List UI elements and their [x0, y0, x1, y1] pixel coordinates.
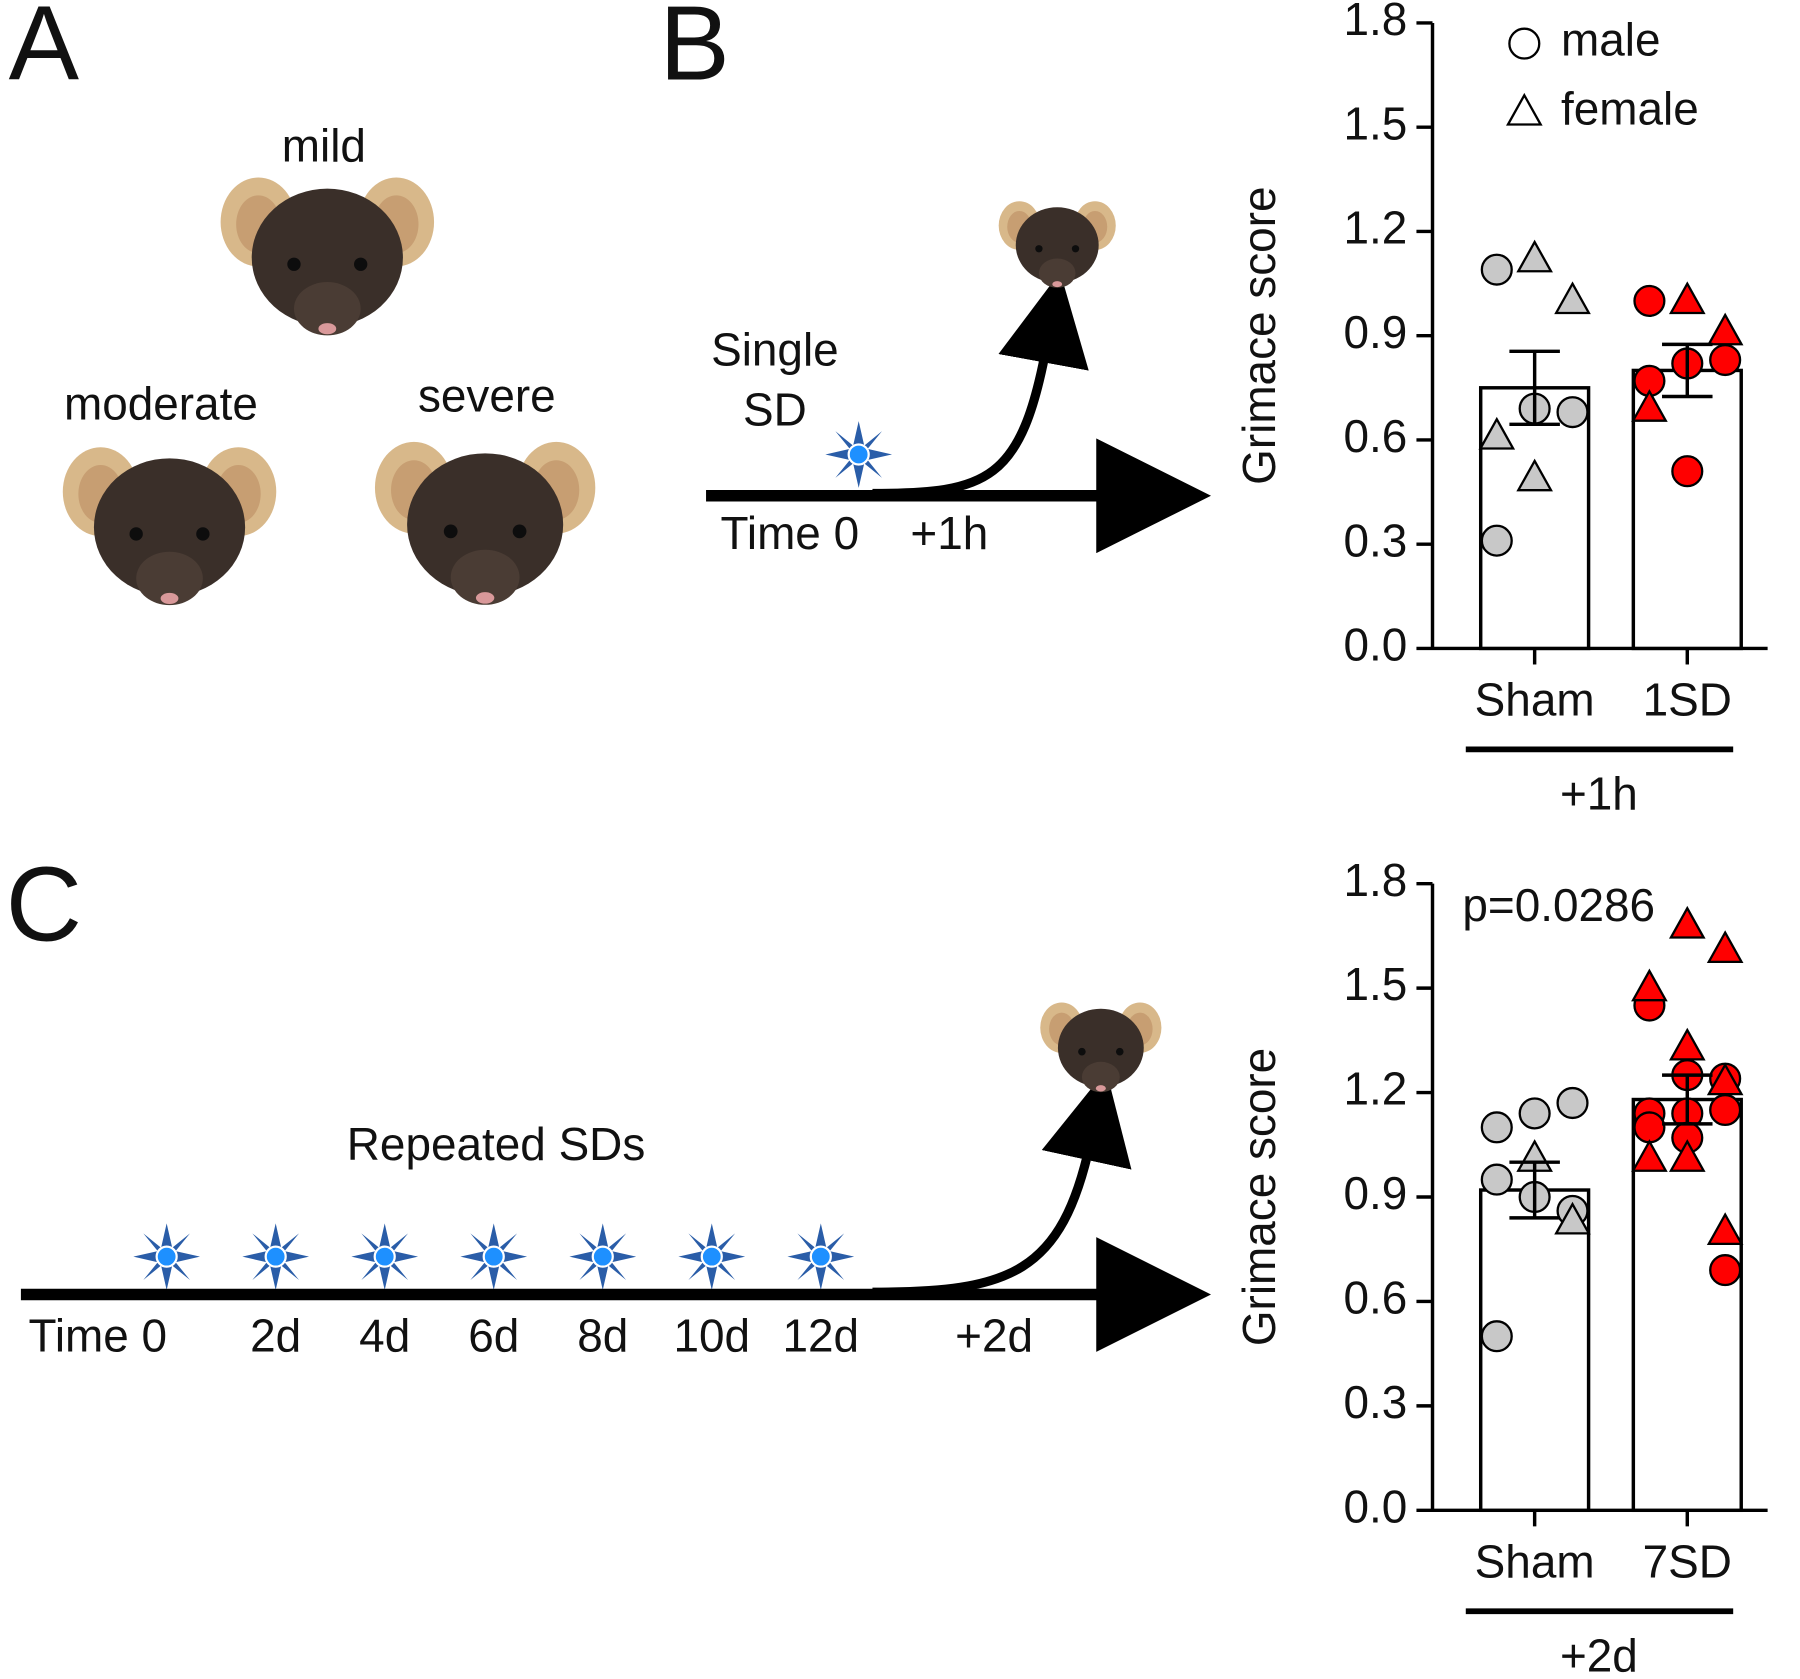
sd-star [786, 1222, 856, 1292]
level-label: mild [282, 119, 366, 171]
level-label: severe [418, 370, 556, 422]
y-tick-label: 1.5 [1343, 958, 1407, 1010]
y-axis-label: Grimace score [1233, 187, 1285, 485]
y-tick-label: 1.8 [1343, 854, 1407, 906]
male-point [1556, 1086, 1589, 1120]
event-label: Single [711, 324, 839, 376]
female-point [1554, 1201, 1591, 1235]
male-point [1709, 1254, 1742, 1287]
sd-star [132, 1222, 202, 1292]
mouse-face [1040, 1002, 1162, 1093]
panel-label: C [6, 845, 82, 963]
female-point [1706, 930, 1744, 964]
mouse-face [62, 447, 277, 606]
female-point [1706, 1212, 1744, 1246]
y-tick-label: 0.0 [1343, 1480, 1407, 1532]
event-label: Repeated SDs [347, 1118, 645, 1170]
y-tick-label: 0.0 [1343, 619, 1407, 671]
time-labels: Time 0 2d 4d 6d 8d 10d 12d +2d [29, 1309, 1034, 1361]
time-label: 12d [783, 1309, 860, 1361]
male-point [1480, 1111, 1513, 1144]
sd-star [459, 1222, 529, 1292]
mouse-face [374, 441, 596, 605]
male-point [1480, 1320, 1513, 1353]
x-tick-label: Sham [1475, 1536, 1595, 1588]
y-tick-label: 0.3 [1343, 514, 1407, 566]
male-point [1633, 284, 1666, 318]
mouse-face [220, 177, 435, 336]
panel-label: A [9, 0, 80, 103]
female-point [1706, 312, 1744, 346]
male-point [1709, 343, 1742, 377]
female-point [1668, 281, 1706, 315]
annotation: p=0.0286 [1462, 879, 1655, 931]
legend-label: female [1561, 83, 1699, 135]
sd-star [568, 1222, 638, 1292]
y-tick-label: 1.2 [1343, 1063, 1407, 1115]
time-label: +2d [955, 1309, 1033, 1361]
sd-star [241, 1222, 311, 1292]
male-point [1709, 1093, 1742, 1127]
female-point [1516, 458, 1553, 492]
male-point [1480, 253, 1513, 286]
y-tick-label: 1.8 [1343, 0, 1407, 45]
y-tick-label: 0.6 [1343, 1272, 1407, 1324]
sd-star [677, 1222, 747, 1292]
time-label: 8d [577, 1309, 628, 1361]
error-bar [1662, 1073, 1713, 1126]
group-label: +1h [1560, 768, 1638, 820]
timeline-branch [872, 1070, 1132, 1297]
level-label: moderate [64, 378, 258, 430]
legend-marker [1508, 27, 1541, 60]
female-point [1668, 1027, 1706, 1061]
female-point [1668, 1139, 1706, 1172]
male-point [1518, 1097, 1551, 1130]
time-label: Time 0 [721, 507, 860, 559]
x-tick-label: Sham [1475, 674, 1595, 726]
time-label: 6d [468, 1309, 519, 1361]
time-label: 4d [359, 1309, 410, 1361]
female-point [1554, 281, 1591, 315]
y-tick-label: 1.2 [1343, 202, 1407, 254]
male-point [1480, 524, 1513, 557]
female-point [1631, 1139, 1668, 1172]
panel-label: B [659, 0, 729, 103]
time-label: +1h [910, 507, 988, 559]
female-point [1516, 239, 1553, 273]
y-tick-label: 0.6 [1343, 410, 1407, 462]
time-label: 2d [250, 1309, 301, 1361]
male-point [1556, 396, 1589, 429]
y-axis-label: Grimace score [1233, 1048, 1285, 1346]
y-tick-label: 0.3 [1343, 1376, 1407, 1428]
legend-marker [1506, 92, 1543, 126]
male-point [1480, 1163, 1513, 1196]
legend-label: male [1561, 14, 1660, 66]
female-point [1668, 905, 1706, 939]
error-bar [1509, 1160, 1560, 1220]
error-bar [1509, 349, 1560, 427]
x-tick-label: 1SD [1643, 674, 1732, 726]
x-tick-label: 7SD [1643, 1536, 1732, 1588]
event-label: SD [743, 383, 807, 435]
y-tick-label: 1.5 [1343, 97, 1407, 149]
mouse-face [998, 201, 1116, 288]
timeline-branch [872, 272, 1089, 499]
group-label: +2d [1560, 1630, 1638, 1679]
female-point [1631, 968, 1668, 1002]
error-bar [1662, 342, 1713, 399]
stars [132, 1222, 856, 1292]
sd-star [824, 420, 894, 489]
sd-star [350, 1222, 420, 1292]
y-tick-label: 0.9 [1343, 306, 1407, 358]
female-point [1478, 416, 1516, 450]
y-tick-label: 0.9 [1343, 1167, 1407, 1219]
male-point [1671, 455, 1704, 488]
male-point [1633, 1111, 1666, 1144]
female-point [1631, 389, 1668, 422]
time-label: Time 0 [29, 1309, 168, 1361]
female-point [1706, 1062, 1744, 1096]
time-label: 10d [673, 1309, 750, 1361]
